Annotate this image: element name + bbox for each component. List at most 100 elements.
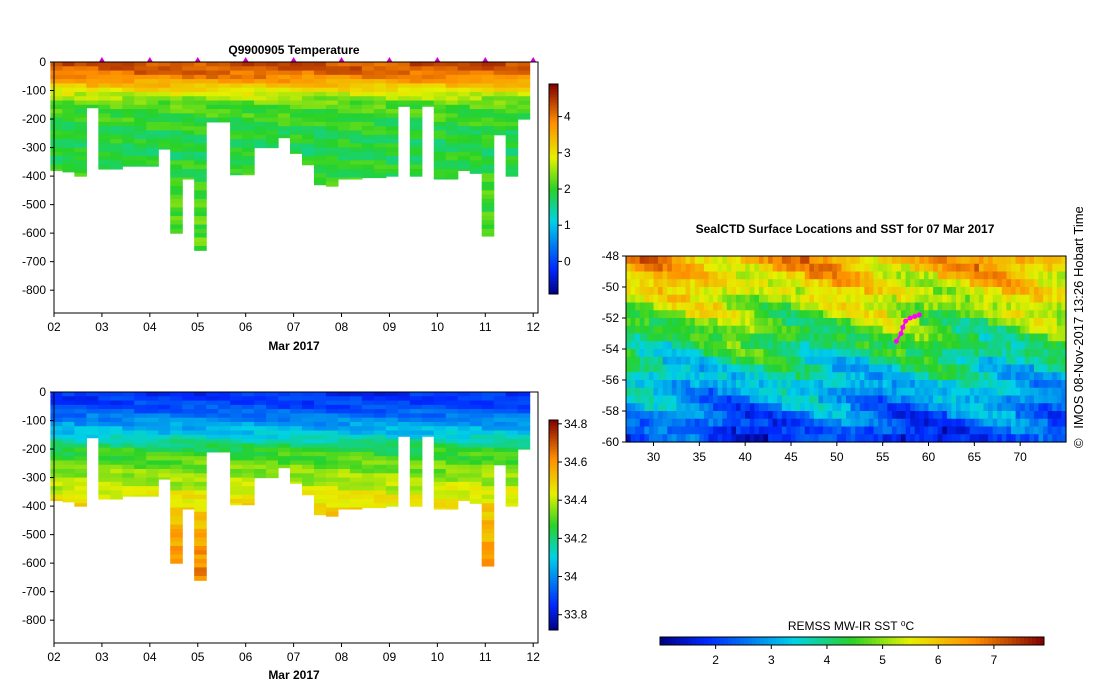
temperature-profiles [50, 62, 531, 251]
sst-cell [726, 271, 733, 280]
sst-cell [658, 403, 664, 412]
sst-cell [841, 395, 847, 404]
sst-cell [1043, 372, 1049, 381]
sst-cell [754, 310, 760, 319]
sst-cell [685, 411, 691, 420]
sst-cell [754, 318, 760, 327]
sst-cell [933, 356, 939, 366]
sst-cell [1056, 302, 1063, 311]
sst-cell [758, 302, 765, 311]
profile-cell [290, 396, 303, 402]
sst-cell [914, 356, 920, 366]
profile-cell [62, 70, 75, 76]
sst-cell [969, 426, 975, 435]
sst-cell [676, 411, 682, 420]
sst-cell [800, 287, 806, 296]
sst-cell [850, 310, 856, 319]
sst-cell [809, 333, 815, 342]
colorbar-step [549, 603, 558, 607]
sst-cell [1043, 256, 1049, 265]
colorbar-step [549, 170, 558, 174]
sst-cell [978, 333, 985, 342]
sst-cell [1043, 271, 1049, 280]
colorbar-step [932, 637, 937, 645]
profile-cell [98, 87, 111, 93]
sst-cell [859, 411, 865, 420]
sst-cell [690, 318, 696, 327]
sst-cell [635, 325, 641, 335]
sst-cell [1001, 325, 1008, 335]
profile-cell [301, 421, 315, 427]
sst-cell [708, 364, 714, 373]
profile-cell [481, 224, 495, 230]
sst-cell [662, 279, 668, 288]
profile-cell [242, 134, 255, 140]
sst-cell [800, 403, 806, 412]
sst-cell [923, 426, 930, 435]
colorbar-step [549, 265, 558, 269]
sst-cell [850, 434, 856, 443]
sst-cell [965, 372, 971, 381]
colorbar-step [549, 425, 558, 429]
sst-cell [859, 364, 865, 373]
sst-cell [722, 294, 728, 304]
sst-cell [978, 271, 985, 280]
colorbar-step [549, 527, 558, 531]
profile-cell [361, 486, 375, 492]
sst-cell [1011, 395, 1017, 404]
colorbar-step [924, 637, 929, 645]
profile-cell [74, 74, 87, 80]
sst-cell [1033, 418, 1040, 428]
sst-cell [937, 302, 943, 311]
sst-cell [648, 271, 655, 280]
sst-cell [1052, 325, 1058, 335]
sst-cell [795, 341, 801, 350]
sst-cell [818, 279, 824, 288]
profile-cell [194, 464, 207, 470]
profile-cell [50, 460, 63, 466]
profile-cell [50, 417, 63, 423]
sst-cell [882, 325, 888, 335]
sst-cell [717, 356, 723, 366]
profile-cell [218, 417, 231, 423]
profile-cell [50, 447, 63, 453]
profile-cell [134, 494, 147, 497]
sst-cell [951, 434, 957, 443]
sst-cell [699, 349, 705, 358]
profile-cell [110, 443, 123, 449]
sst-cell [722, 411, 728, 420]
profile-cell [505, 62, 519, 67]
profile-cell [266, 404, 279, 410]
profile-cell [146, 160, 159, 166]
profile-cell [206, 100, 219, 106]
colorbar-step [696, 637, 701, 645]
sst-cell [713, 372, 719, 381]
sst-cell [708, 349, 714, 358]
sst-cell [795, 263, 801, 273]
sst-cell [690, 395, 696, 404]
profile-cell [122, 464, 135, 470]
profile-cell [313, 70, 327, 76]
sst-cell [928, 279, 934, 288]
sst-cell [726, 426, 733, 435]
sst-cell [1043, 434, 1049, 443]
colorbar-step [549, 485, 558, 489]
sst-cell [653, 271, 659, 280]
sst-cell [772, 302, 778, 311]
profile-cell [433, 66, 447, 72]
sst-cell [978, 356, 985, 366]
profile-cell [230, 139, 243, 144]
profile-cell [86, 409, 99, 414]
sst-cell [946, 372, 953, 381]
sst-cell [928, 380, 934, 389]
profile-cell [182, 151, 195, 157]
sst-cell [978, 256, 985, 265]
sst-cell [946, 256, 953, 265]
sst-cell [648, 356, 655, 366]
sst-cell [997, 302, 1003, 311]
sst-map-panel: SealCTD Surface Locations and SST for 07… [602, 222, 1067, 667]
sst-cell [671, 364, 678, 373]
profile-cell [122, 87, 135, 93]
sst-cell [864, 302, 870, 311]
profile-cell [62, 164, 75, 170]
